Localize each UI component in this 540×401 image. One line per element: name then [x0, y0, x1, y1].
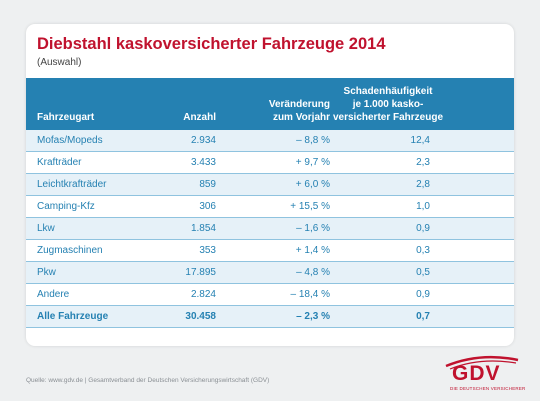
source-note: Quelle: www.gdv.de | Gesamtverband der D… [26, 377, 270, 384]
cell-veraenderung: + 1,4 % [295, 245, 330, 256]
table-row: Camping-Kfz 306 + 15,5 % 1,0 [26, 196, 514, 218]
table-row: Krafträder 3.433 + 9,7 % 2,3 [26, 152, 514, 174]
cell-veraenderung: – 4,8 % [296, 267, 330, 278]
cell-schadenhaeufigkeit: 2,3 [416, 157, 430, 168]
cell-fahrzeugart: Leichtkrafträder [37, 179, 107, 190]
column-header-fahrzeugart: Fahrzeugart [37, 112, 95, 123]
cell-schadenhaeufigkeit: 0,9 [416, 289, 430, 300]
cell-anzahl: 3.433 [190, 157, 216, 168]
column-header-schaden-line3: versicherter Fahrzeuge [332, 112, 444, 123]
table-row: Mofas/Mopeds 2.934 – 8,8 % 12,4 [26, 130, 514, 152]
cell-fahrzeugart: Camping-Kfz [37, 201, 95, 212]
column-header-veraenderung: Veränderung zum Vorjahr [269, 98, 330, 124]
page-subtitle: (Auswahl) [37, 57, 82, 68]
cell-anzahl: 1.854 [190, 223, 216, 234]
cell-fahrzeugart: Andere [37, 289, 70, 300]
column-header-veraenderung-line1: Veränderung [268, 99, 330, 110]
cell-anzahl: 353 [199, 245, 216, 256]
cell-anzahl: 2.934 [190, 135, 216, 146]
cell-veraenderung: – 18,4 % [290, 289, 330, 300]
table-row: Zugmaschinen 353 + 1,4 % 0,3 [26, 240, 514, 262]
data-table: Fahrzeugart Anzahl Veränderung zum Vorja… [26, 78, 514, 328]
cell-schadenhaeufigkeit: 0,9 [416, 223, 430, 234]
cell-fahrzeugart: Krafträder [37, 157, 82, 168]
cell-veraenderung: + 6,0 % [295, 179, 330, 190]
cell-anzahl: 306 [199, 201, 216, 212]
page-title: Diebstahl kaskoversicherter Fahrzeuge 20… [37, 35, 386, 53]
cell-anzahl: 859 [199, 179, 216, 190]
table-row: Andere 2.824 – 18,4 % 0,9 [26, 284, 514, 306]
cell-schadenhaeufigkeit: 2,8 [416, 179, 430, 190]
table-row: Lkw 1.854 – 1,6 % 0,9 [26, 218, 514, 240]
cell-veraenderung: + 9,7 % [295, 157, 330, 168]
column-header-anzahl: Anzahl [183, 112, 216, 123]
column-header-schadenhaeufigkeit: Schadenhäufigkeit je 1.000 kasko- versic… [328, 85, 448, 124]
cell-fahrzeugart: Lkw [37, 223, 55, 234]
cell-schadenhaeufigkeit: 1,0 [416, 201, 430, 212]
cell-anzahl: 2.824 [190, 289, 216, 300]
gdv-logo-subtext: DIE DEUTSCHEN VERSICHERER [450, 386, 526, 391]
cell-schadenhaeufigkeit: 0,7 [416, 311, 430, 322]
cell-veraenderung: + 15,5 % [290, 201, 330, 212]
cell-fahrzeugart: Pkw [37, 267, 56, 278]
cell-schadenhaeufigkeit: 0,5 [416, 267, 430, 278]
cell-veraenderung: – 8,8 % [296, 135, 330, 146]
column-header-schaden-line2: je 1.000 kasko- [352, 99, 424, 110]
cell-anzahl: 30.458 [185, 311, 216, 322]
cell-fahrzeugart: Mofas/Mopeds [37, 135, 103, 146]
column-header-veraenderung-line2: zum Vorjahr [272, 112, 330, 123]
gdv-logo-text: GDV [452, 362, 501, 385]
cell-fahrzeugart: Alle Fahrzeuge [37, 311, 109, 322]
table-card: Diebstahl kaskoversicherter Fahrzeuge 20… [26, 24, 514, 346]
table-total-row: Alle Fahrzeuge 30.458 – 2,3 % 0,7 [26, 306, 514, 328]
cell-veraenderung: – 2,3 % [296, 311, 330, 322]
cell-schadenhaeufigkeit: 12,4 [410, 135, 430, 146]
table-row: Pkw 17.895 – 4,8 % 0,5 [26, 262, 514, 284]
cell-schadenhaeufigkeit: 0,3 [416, 245, 430, 256]
cell-fahrzeugart: Zugmaschinen [37, 245, 103, 256]
table-header: Fahrzeugart Anzahl Veränderung zum Vorja… [26, 78, 514, 130]
cell-veraenderung: – 1,6 % [296, 223, 330, 234]
column-header-schaden-line1: Schadenhäufigkeit [343, 86, 433, 97]
gdv-logo-arc-icon [445, 355, 519, 370]
table-row: Leichtkrafträder 859 + 6,0 % 2,8 [26, 174, 514, 196]
cell-anzahl: 17.895 [185, 267, 216, 278]
table-body: Mofas/Mopeds 2.934 – 8,8 % 12,4 Krafträder 3.… [26, 130, 514, 328]
